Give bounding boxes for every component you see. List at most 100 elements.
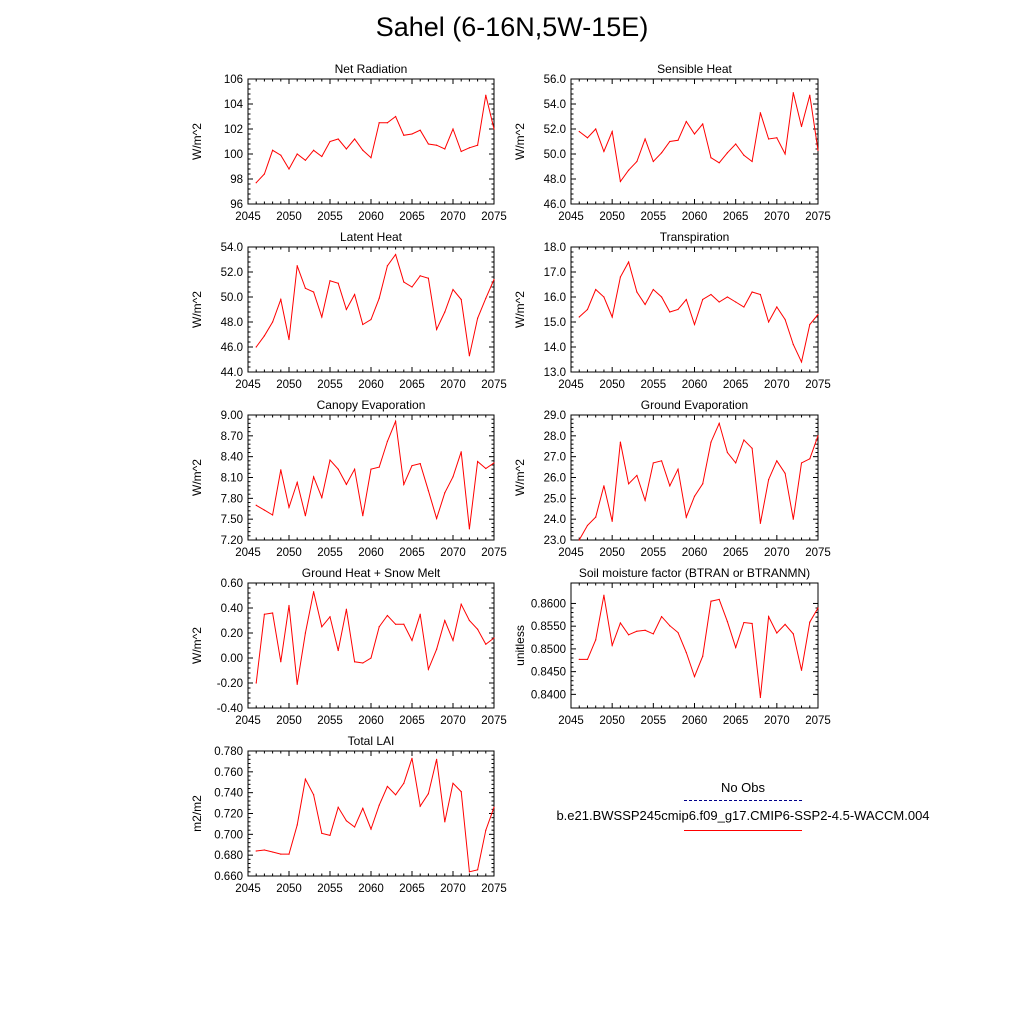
plot-frame xyxy=(570,246,819,373)
data-point xyxy=(595,128,597,130)
data-point xyxy=(784,472,786,474)
data-point xyxy=(280,154,282,156)
y-tick-label: 52.0 xyxy=(544,124,566,136)
panel-ground-evaporation: Ground Evaporation W/m^2 2045 2050 2055 2060 2… xyxy=(513,398,831,559)
data-point xyxy=(378,297,380,299)
x-tick-label: 2045 xyxy=(235,715,261,727)
x-tick-label: 2060 xyxy=(358,211,384,223)
data-point xyxy=(768,616,770,618)
data-point xyxy=(255,346,257,348)
series-line xyxy=(578,260,819,364)
x-tick-label: 2075 xyxy=(481,211,507,223)
data-point xyxy=(460,298,462,301)
data-point xyxy=(436,328,438,331)
y-tick-label: 48.0 xyxy=(221,317,243,329)
data-point xyxy=(792,92,794,94)
y-tick-label: 46.0 xyxy=(221,342,243,354)
y-tick-label: 44.0 xyxy=(221,367,243,379)
x-tick-label: 2050 xyxy=(276,379,302,391)
data-point xyxy=(477,317,479,319)
panel-sensible-heat: Sensible Heat W/m^2 2045 2050 2055 2060 2065 20… xyxy=(513,62,831,223)
series-line xyxy=(255,95,495,184)
y-axis-label: W/m^2 xyxy=(190,627,204,664)
x-tick-label: 2055 xyxy=(641,211,667,223)
data-point xyxy=(255,682,257,684)
data-point xyxy=(718,422,720,424)
data-point xyxy=(702,655,704,657)
x-tick-label: 2075 xyxy=(481,715,507,727)
data-point xyxy=(652,160,654,163)
data-point xyxy=(685,516,687,518)
data-point xyxy=(345,483,347,486)
data-point xyxy=(419,275,421,277)
data-point xyxy=(444,492,446,494)
data-point xyxy=(578,316,580,318)
data-point xyxy=(296,481,298,483)
x-tick-label: 2045 xyxy=(558,547,584,559)
data-point xyxy=(603,594,605,596)
y-tick-label: 54.0 xyxy=(544,99,566,111)
data-point xyxy=(759,696,761,699)
data-point xyxy=(660,616,663,618)
data-point xyxy=(603,150,605,153)
y-tick-label: 104 xyxy=(224,99,244,111)
y-tick-label: 0.720 xyxy=(214,809,243,821)
series-line xyxy=(255,253,495,356)
x-tick-label: 2060 xyxy=(682,379,708,391)
data-point xyxy=(685,651,687,654)
y-tick-label: 52.0 xyxy=(221,267,243,279)
data-point xyxy=(685,298,687,301)
x-tick-label: 2075 xyxy=(805,211,831,223)
data-point xyxy=(759,112,761,114)
x-tick-label: 2065 xyxy=(723,211,749,223)
data-point xyxy=(419,463,421,465)
data-point xyxy=(619,622,622,624)
x-tick-label: 2055 xyxy=(317,883,343,895)
x-tick-label: 2045 xyxy=(235,883,261,895)
data-point xyxy=(792,518,794,520)
data-point xyxy=(726,152,729,154)
data-point xyxy=(693,495,696,497)
data-point xyxy=(800,669,803,671)
data-point xyxy=(743,439,745,441)
data-point xyxy=(329,140,331,143)
y-tick-label: 25.0 xyxy=(544,493,566,505)
data-point xyxy=(485,94,487,96)
data-point xyxy=(329,616,331,618)
x-tick-label: 2070 xyxy=(440,547,466,559)
data-point xyxy=(578,539,580,541)
y-axis-label: W/m^2 xyxy=(190,123,204,160)
data-point xyxy=(403,281,405,283)
x-tick-label: 2050 xyxy=(599,547,625,559)
y-tick-label: 50.0 xyxy=(544,149,566,161)
plot-frame xyxy=(570,414,819,541)
data-point xyxy=(419,129,421,131)
y-tick-label: 0.20 xyxy=(221,628,243,640)
data-point xyxy=(710,157,712,159)
data-point xyxy=(403,134,405,136)
data-point xyxy=(280,853,282,855)
data-point xyxy=(743,306,745,308)
data-point xyxy=(411,465,413,467)
data-point xyxy=(288,604,290,607)
data-point xyxy=(362,149,364,151)
data-point xyxy=(702,298,704,301)
data-point xyxy=(395,420,397,422)
panel-title: Transpiration xyxy=(660,230,730,244)
data-point xyxy=(735,462,737,464)
y-tick-label: 0.60 xyxy=(221,578,243,590)
data-point xyxy=(345,608,347,610)
data-point xyxy=(718,162,720,164)
y-tick-label: 15.0 xyxy=(544,317,566,329)
data-point xyxy=(444,821,446,823)
series-line xyxy=(256,758,495,873)
data-point xyxy=(800,361,803,363)
panel-title: Sensible Heat xyxy=(657,62,732,76)
data-point xyxy=(669,625,671,627)
data-point xyxy=(652,462,654,464)
data-point xyxy=(436,648,438,650)
y-tick-label: 8.70 xyxy=(221,431,243,443)
data-point xyxy=(386,440,388,442)
data-point xyxy=(345,308,347,311)
